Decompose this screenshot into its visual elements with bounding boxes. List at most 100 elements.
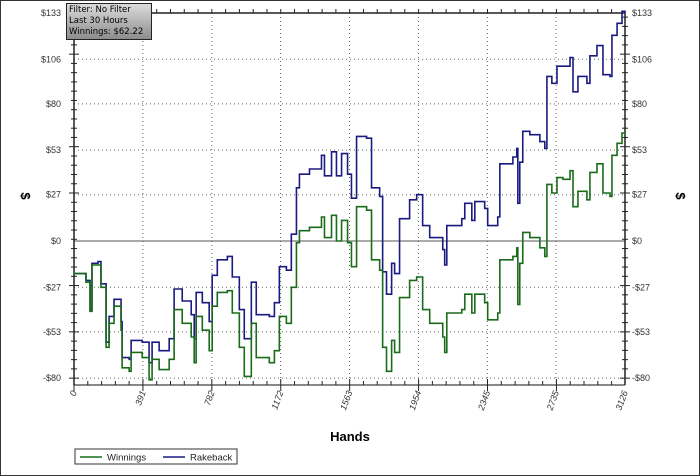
data-point-winnings (91, 264, 93, 266)
y-tick-label-right: $106 (632, 54, 652, 64)
data-point-winnings (529, 236, 531, 239)
data-point-rakeback (181, 300, 183, 302)
data-point-winnings (148, 379, 150, 381)
data-point-rakeback (151, 341, 153, 343)
data-point-winnings (113, 305, 115, 307)
data-point-rakeback (522, 130, 524, 132)
x-tick-label: 782 (202, 389, 217, 407)
data-point-rakeback (108, 315, 110, 318)
data-point-rakeback (298, 173, 301, 175)
data-point-rakeback (572, 91, 574, 93)
data-point-winnings (616, 142, 618, 144)
data-point-rakeback (422, 224, 424, 227)
data-point-winnings (391, 339, 393, 342)
data-point-rakeback (394, 272, 396, 275)
filter-info-box: Filter: No Filter Last 30 Hours Winnings… (66, 3, 152, 40)
data-point-rakeback (216, 259, 218, 261)
data-point-winnings (596, 163, 598, 165)
data-point-winnings (323, 236, 326, 239)
x-tick-label: 1172 (269, 389, 285, 411)
data-point-winnings (100, 286, 102, 288)
y-tick-label-left: $133 (41, 8, 61, 18)
data-point-winnings (471, 312, 473, 314)
x-tick-label: 2735 (544, 388, 561, 412)
data-point-winnings (208, 350, 210, 352)
series-line-winnings (74, 132, 626, 381)
data-point-winnings (586, 199, 588, 201)
data-point-rakeback (91, 262, 93, 264)
y-tick-label-right: -$53 (632, 327, 650, 337)
data-point-rakeback (484, 207, 486, 210)
data-point-rakeback (464, 202, 466, 204)
data-point-winnings (193, 362, 195, 364)
data-point-rakeback (243, 338, 245, 340)
data-point-winnings (268, 362, 270, 364)
data-point-rakeback (355, 135, 358, 138)
data-point-rakeback (285, 269, 287, 271)
data-point-rakeback (130, 339, 132, 342)
y-tick-label-left: $27 (46, 190, 61, 200)
data-point-winnings (522, 231, 524, 234)
data-point-winnings (226, 290, 228, 292)
data-point-winnings (243, 375, 245, 378)
data-point-winnings (308, 226, 311, 228)
x-tick-label: 1563 (338, 389, 354, 411)
data-point-winnings (512, 255, 514, 258)
data-point-winnings (398, 296, 401, 299)
data-point-winnings (173, 308, 175, 311)
data-point-rakeback (539, 140, 541, 143)
data-point-rakeback (323, 175, 326, 177)
data-point-winnings (350, 266, 353, 268)
data-point-winnings (190, 336, 192, 338)
data-point-winnings (484, 302, 486, 304)
data-point-rakeback (446, 224, 448, 227)
data-point-winnings (141, 356, 143, 359)
data-point-winnings (120, 329, 122, 331)
y-tick-label-right: -$27 (632, 282, 650, 292)
data-point-rakeback (529, 134, 531, 136)
data-point-rakeback (544, 147, 546, 150)
winnings-total-label: Winnings: $62.22 (69, 27, 144, 37)
x-tick-label: 0 (68, 389, 79, 397)
data-point-winnings (556, 176, 558, 179)
data-point-winnings (130, 351, 132, 354)
data-point-winnings (429, 322, 431, 324)
data-point-winnings (487, 319, 489, 321)
data-point-rakeback (611, 34, 613, 36)
data-point-winnings (128, 370, 130, 372)
data-point-winnings (295, 242, 298, 244)
data-point-rakeback (556, 65, 558, 67)
data-point-winnings (446, 312, 448, 314)
data-point-rakeback (370, 187, 373, 189)
data-point-winnings (497, 312, 499, 314)
x-tick-label: 1954 (407, 389, 423, 411)
y-axis-title-right: $ (673, 192, 688, 200)
data-point-winnings (181, 322, 183, 324)
data-point-rakeback (474, 200, 476, 203)
y-tick-label-right: $0 (632, 236, 642, 246)
y-tick-label-right: $53 (632, 145, 647, 155)
x-tick-label: 2345 (476, 388, 493, 412)
data-point-winnings (577, 190, 579, 192)
y-tick-label-right: $133 (632, 8, 652, 18)
data-point-winnings (238, 346, 240, 348)
data-point-winnings (211, 305, 213, 307)
data-point-rakeback (609, 75, 611, 78)
data-point-rakeback (546, 75, 548, 78)
data-point-winnings (285, 322, 287, 324)
data-point-winnings (330, 214, 333, 216)
data-point-rakeback (461, 218, 463, 220)
data-point-winnings (355, 206, 358, 208)
data-point-winnings (195, 315, 197, 318)
data-point-rakeback (226, 255, 228, 258)
data-point-rakeback (330, 151, 333, 153)
data-point-winnings (416, 276, 418, 278)
data-point-winnings (108, 322, 110, 324)
data-point-rakeback (596, 44, 598, 47)
y-tick-label-left: $0 (51, 236, 61, 246)
time-range-label: Last 30 Hours (69, 16, 128, 26)
data-point-winnings (121, 367, 123, 369)
data-point-rakeback (512, 156, 514, 158)
data-point-winnings (546, 183, 548, 186)
data-point-winnings (589, 171, 591, 174)
